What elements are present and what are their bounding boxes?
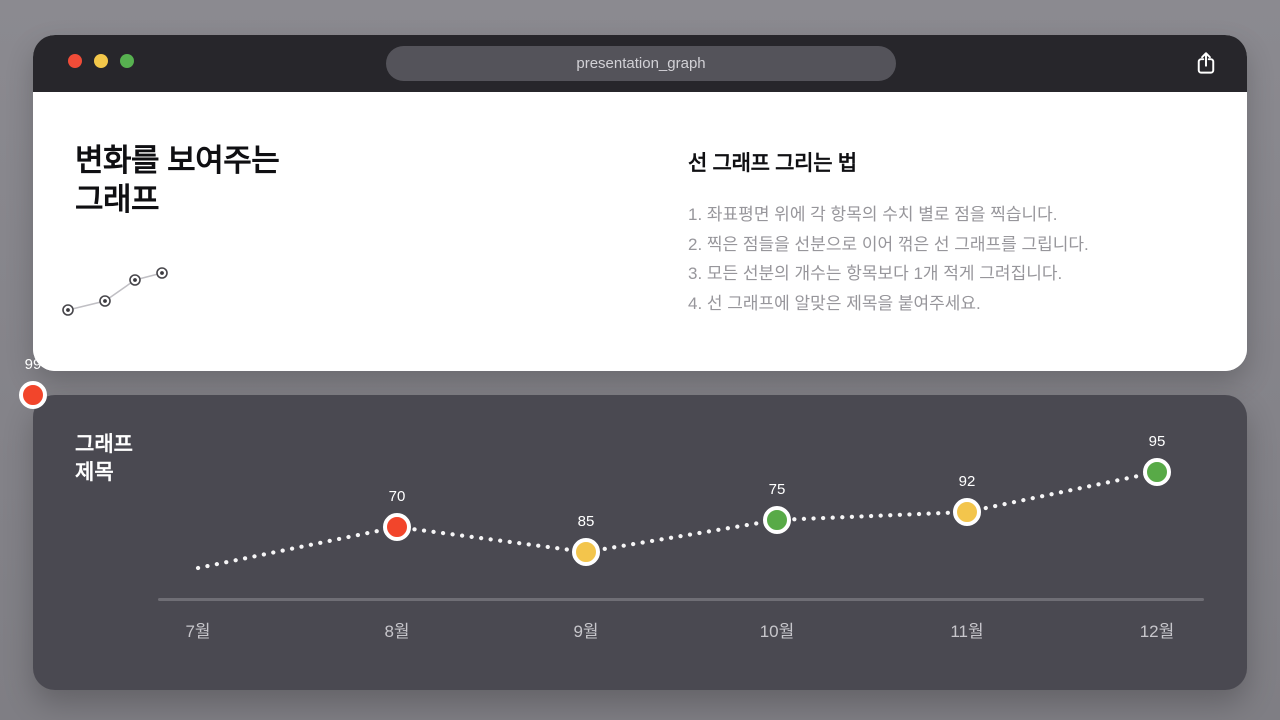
x-axis-label: 7월 — [185, 622, 211, 641]
chart-dotted-line — [195, 469, 1160, 571]
zoom-window-button[interactable] — [120, 54, 134, 68]
howto-heading: 선 그래프 그리는 법 — [688, 152, 857, 175]
data-point-dot — [1143, 458, 1171, 486]
x-axis-label: 12월 — [1139, 622, 1175, 641]
minimize-window-button[interactable] — [94, 54, 108, 68]
data-point-value: 85 — [577, 513, 595, 530]
data-point-dot — [383, 513, 411, 541]
howto-step: 1. 좌표평면 위에 각 항목의 수치 별로 점을 찍습니다. — [688, 205, 1058, 224]
x-axis-label: 8월 — [384, 622, 410, 641]
howto-section: 선 그래프 그리는 법 1. 좌표평면 위에 각 항목의 수치 별로 점을 찍습… — [688, 147, 1178, 318]
slide-title: 변화를 보여주는 그래프 — [75, 143, 280, 218]
chart-panel: 그래프 제목 70 85 75 92 95 99 7월 8월 9월 10월 11… — [19, 356, 1247, 690]
address-bar[interactable]: presentation_graph — [386, 46, 896, 81]
data-point-value: 92 — [958, 473, 976, 490]
browser-titlebar: presentation_graph — [33, 35, 1247, 92]
howto-step: 2. 찍은 점들을 선분으로 이어 꺾은 선 그래프를 그립니다. — [688, 234, 1089, 254]
slide-content: 변화를 보여주는 그래프 선 그래프 그리는 법 1. 좌표평면 위에 각 항목… — [33, 92, 1247, 371]
chart-title: 그래프 제목 — [75, 433, 133, 484]
data-point-dot — [19, 381, 47, 409]
data-point-dot — [572, 538, 600, 566]
howto-steps-list: 1. 좌표평면 위에 각 항목의 수치 별로 점을 찍습니다. 2. 찍은 점들… — [688, 200, 1178, 318]
x-axis-label: 11월 — [950, 622, 984, 641]
share-icon — [1197, 52, 1215, 74]
data-point-dot — [953, 498, 981, 526]
data-point-dot — [763, 506, 791, 534]
close-window-button[interactable] — [68, 54, 82, 68]
x-axis-label: 10월 — [759, 622, 795, 641]
howto-step: 4. 선 그래프에 알맞은 제목을 붙여주세요. — [688, 293, 981, 313]
howto-step: 3. 모든 선분의 개수는 항목보다 1개 적게 그려집니다. — [688, 264, 1063, 283]
data-point-value: 75 — [768, 481, 786, 498]
browser-window: presentation_graph 변화를 보여주는 그래프 선 그래프 그리… — [33, 35, 1247, 371]
data-point-value: 95 — [1148, 433, 1166, 450]
window-controls — [68, 54, 134, 68]
data-point-value: 99 — [24, 356, 42, 373]
mini-line-chart-illustration — [62, 267, 168, 316]
x-axis-label: 9월 — [573, 622, 599, 641]
data-point-value: 70 — [388, 488, 406, 505]
share-button[interactable] — [1193, 50, 1219, 76]
x-axis-line — [158, 598, 1204, 601]
